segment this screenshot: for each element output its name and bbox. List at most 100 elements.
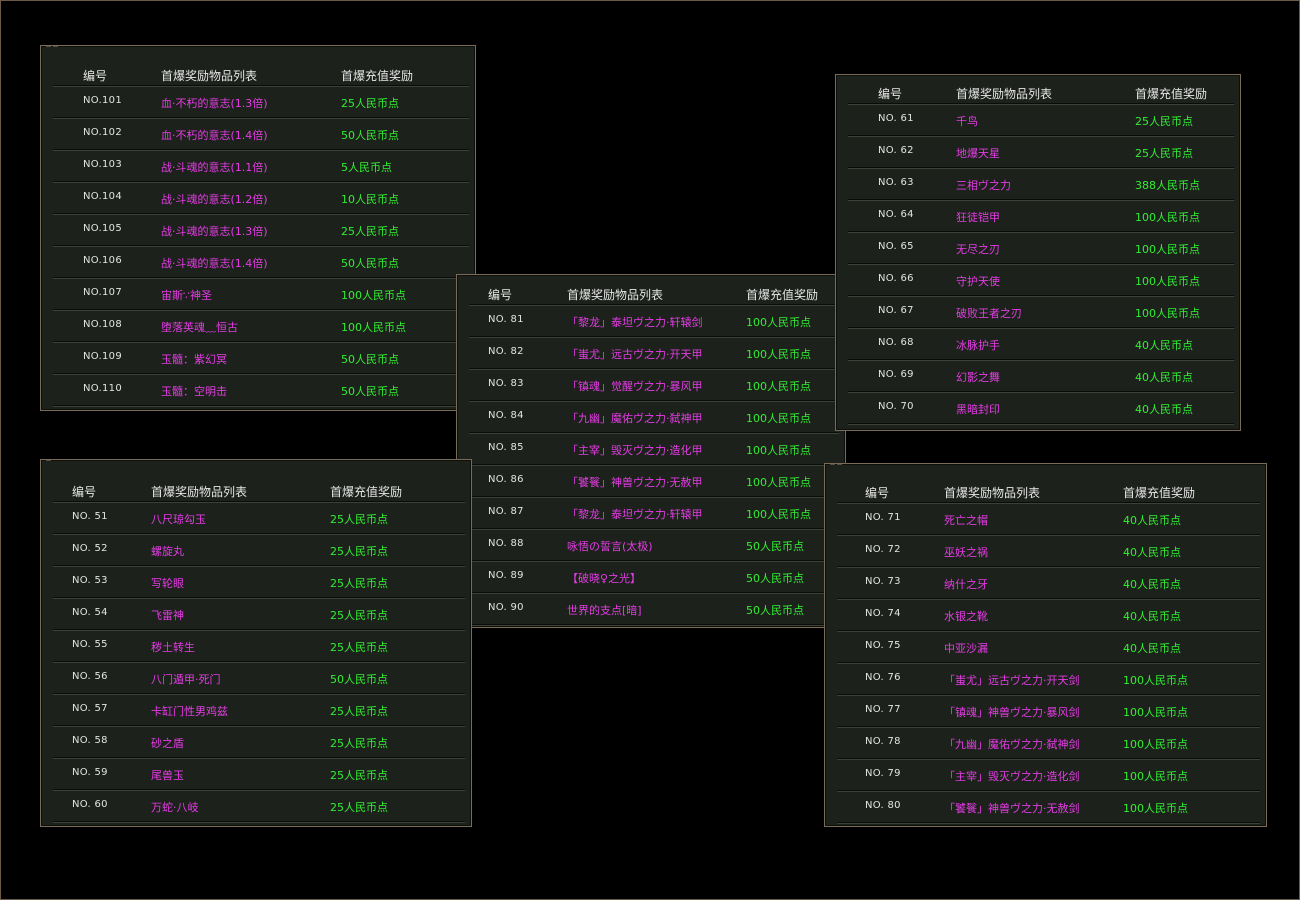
table-header: 编号 首爆奖励物品列表 首爆充值奖励 bbox=[825, 479, 1266, 503]
table-row: NO. 78 「九幽」魔佑ヴ之力·弑神剑 100人民币点 bbox=[825, 727, 1266, 759]
item-number: NO. 70 bbox=[878, 401, 914, 412]
item-name: 八尺琼勾玉 bbox=[151, 513, 206, 526]
item-name: 咏悟の誓言(太极) bbox=[567, 540, 653, 553]
header-items: 首爆奖励物品列表 bbox=[151, 485, 248, 499]
item-name: 中亚沙漏 bbox=[944, 642, 988, 655]
item-name: 玉髓：紫幻冥 bbox=[161, 353, 227, 366]
item-reward: 25人民币点 bbox=[341, 225, 399, 238]
item-name: 战·斗魂的意志(1.2倍) bbox=[161, 193, 268, 206]
table-row: NO. 82 「蚩尤」远古ヴ之力·开天甲 100人民币点 bbox=[457, 337, 845, 369]
table-row: NO. 76 「蚩尤」远古ヴ之力·开天剑 100人民币点 bbox=[825, 663, 1266, 695]
item-number: NO. 74 bbox=[865, 608, 901, 619]
item-number: NO. 66 bbox=[878, 273, 914, 284]
item-name: 「九幽」魔佑ヴ之力·弑神甲 bbox=[567, 412, 703, 425]
item-number: NO. 72 bbox=[865, 544, 901, 555]
item-reward: 25人民币点 bbox=[330, 801, 388, 814]
item-reward: 100人民币点 bbox=[1123, 674, 1188, 687]
item-number: NO. 88 bbox=[488, 538, 524, 549]
item-reward: 100人民币点 bbox=[746, 476, 811, 489]
item-name: 螺旋丸 bbox=[151, 545, 184, 558]
item-reward: 50人民币点 bbox=[341, 129, 399, 142]
item-name: 堕落英魂﹏恒古 bbox=[161, 321, 238, 334]
item-number: NO. 90 bbox=[488, 602, 524, 613]
table-row: NO. 83 「镇魂」觉醒ヴ之力·暴风甲 100人民币点 bbox=[457, 369, 845, 401]
header-id: 编号 bbox=[83, 69, 108, 83]
item-reward: 40人民币点 bbox=[1135, 403, 1193, 416]
item-name: 「黎龙」泰坦ヴ之力·轩辕甲 bbox=[567, 508, 703, 521]
header-items: 首爆奖励物品列表 bbox=[944, 486, 1041, 500]
item-reward: 50人民币点 bbox=[746, 604, 804, 617]
item-number: NO.108 bbox=[83, 319, 123, 330]
item-name: 尾兽玉 bbox=[151, 769, 184, 782]
table-row: NO. 54 飞雷神 25人民币点 bbox=[41, 598, 471, 630]
item-number: NO.103 bbox=[83, 159, 123, 170]
table-row: NO. 59 尾兽玉 25人民币点 bbox=[41, 758, 471, 790]
table-row: NO.104 战·斗魂的意志(1.2倍) 10人民币点 bbox=[41, 182, 475, 214]
item-reward: 100人民币点 bbox=[341, 321, 406, 334]
item-reward: 50人民币点 bbox=[746, 540, 804, 553]
item-number: NO. 59 bbox=[72, 767, 108, 778]
item-number: NO. 54 bbox=[72, 607, 108, 618]
header-id: 编号 bbox=[72, 485, 97, 499]
item-number: NO.109 bbox=[83, 351, 123, 362]
item-reward: 50人民币点 bbox=[341, 257, 399, 270]
item-name: 三相ヴ之力 bbox=[956, 179, 1011, 192]
item-reward: 100人民币点 bbox=[1123, 770, 1188, 783]
item-reward: 25人民币点 bbox=[330, 769, 388, 782]
table-header: 编号 首爆奖励物品列表 首爆充值奖励 bbox=[41, 478, 471, 502]
panel-grip-icon[interactable]: ︶︶ bbox=[829, 463, 843, 471]
item-reward: 50人民币点 bbox=[746, 572, 804, 585]
table-row: NO. 63 三相ヴ之力 388人民币点 bbox=[836, 168, 1240, 200]
header-id: 编号 bbox=[878, 87, 903, 101]
item-number: NO. 73 bbox=[865, 576, 901, 587]
item-name: 战·斗魂的意志(1.1倍) bbox=[161, 161, 268, 174]
item-number: NO. 63 bbox=[878, 177, 914, 188]
item-number: NO.105 bbox=[83, 223, 123, 234]
item-name: 写轮眼 bbox=[151, 577, 184, 590]
item-name: 无尽之刃 bbox=[956, 243, 1000, 256]
item-name: 「蚩尤」远古ヴ之力·开天剑 bbox=[944, 674, 1080, 687]
item-reward: 25人民币点 bbox=[341, 97, 399, 110]
header-reward: 首爆充值奖励 bbox=[1135, 87, 1208, 101]
header-reward: 首爆充值奖励 bbox=[746, 288, 819, 302]
item-name: 守护天使 bbox=[956, 275, 1000, 288]
header-items: 首爆奖励物品列表 bbox=[567, 288, 664, 302]
item-name: 狂徒铠甲 bbox=[956, 211, 1000, 224]
item-number: NO. 84 bbox=[488, 410, 524, 421]
table-row: NO. 53 写轮眼 25人民币点 bbox=[41, 566, 471, 598]
panel-grip-icon[interactable]: ︶︶ bbox=[45, 45, 59, 53]
item-reward: 25人民币点 bbox=[330, 513, 388, 526]
item-reward: 25人民币点 bbox=[330, 577, 388, 590]
item-reward: 50人民币点 bbox=[330, 673, 388, 686]
item-reward: 388人民币点 bbox=[1135, 179, 1200, 192]
table-row: NO. 86 「饕餮」神兽ヴ之力·无赦甲 100人民币点 bbox=[457, 465, 845, 497]
table-row: NO. 71 死亡之帽 40人民币点 bbox=[825, 503, 1266, 535]
header-reward: 首爆充值奖励 bbox=[1123, 486, 1196, 500]
panel-grip-icon[interactable]: ︶ bbox=[45, 459, 52, 467]
table-row: NO.108 堕落英魂﹏恒古 100人民币点 bbox=[41, 310, 475, 342]
table-header: 编号 首爆奖励物品列表 首爆充值奖励 bbox=[836, 80, 1240, 104]
header-reward: 首爆充值奖励 bbox=[330, 485, 403, 499]
item-number: NO. 89 bbox=[488, 570, 524, 581]
item-name: 「黎龙」泰坦ヴ之力·轩辕剑 bbox=[567, 316, 703, 329]
item-name: 宙斯∵神圣 bbox=[161, 289, 212, 302]
item-name: 血·不朽的意志(1.3倍) bbox=[161, 97, 268, 110]
table-row: NO. 67 破败王者之刃 100人民币点 bbox=[836, 296, 1240, 328]
header-items: 首爆奖励物品列表 bbox=[956, 87, 1053, 101]
item-reward: 25人民币点 bbox=[330, 545, 388, 558]
item-number: NO. 69 bbox=[878, 369, 914, 380]
item-number: NO. 76 bbox=[865, 672, 901, 683]
item-reward: 100人民币点 bbox=[746, 316, 811, 329]
header-reward: 首爆充值奖励 bbox=[341, 69, 414, 83]
item-reward: 100人民币点 bbox=[1135, 211, 1200, 224]
item-name: 「镇魂」神兽ヴ之力·暴风剑 bbox=[944, 706, 1080, 719]
table-row: NO.110 玉髓：空明击 50人民币点 bbox=[41, 374, 475, 406]
item-number: NO. 79 bbox=[865, 768, 901, 779]
item-name: 「九幽」魔佑ヴ之力·弑神剑 bbox=[944, 738, 1080, 751]
item-reward: 40人民币点 bbox=[1123, 546, 1181, 559]
item-name: 「主宰」毁灭ヴ之力·造化甲 bbox=[567, 444, 703, 457]
item-name: 战·斗魂的意志(1.4倍) bbox=[161, 257, 268, 270]
table-row: NO.102 血·不朽的意志(1.4倍) 50人民币点 bbox=[41, 118, 475, 150]
item-name: 卡缸门性男鸡兹 bbox=[151, 705, 228, 718]
table-row: NO. 52 螺旋丸 25人民币点 bbox=[41, 534, 471, 566]
